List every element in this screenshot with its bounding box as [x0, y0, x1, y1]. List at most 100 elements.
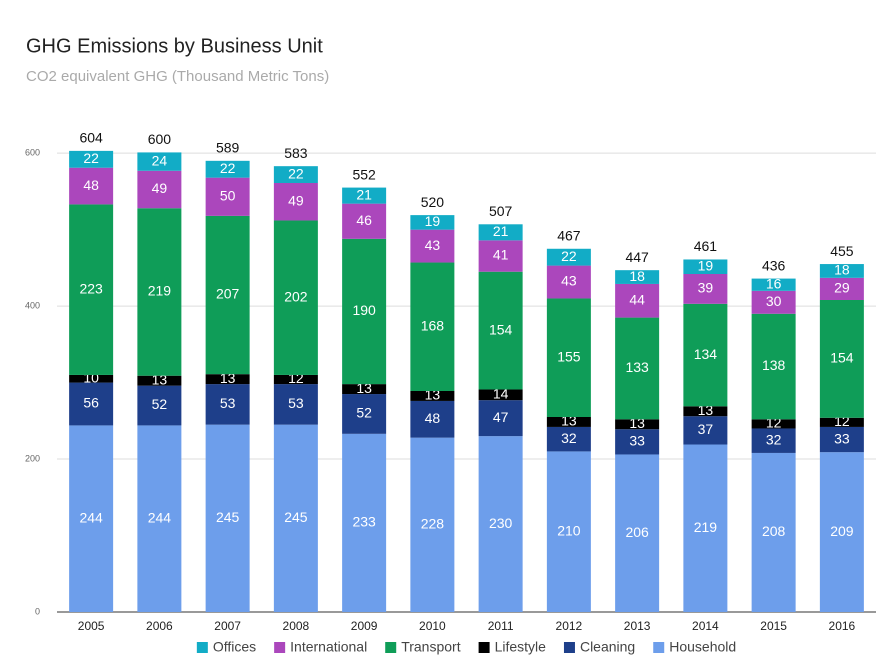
bar-segment — [410, 391, 455, 401]
bar-segment — [478, 389, 523, 401]
data-label: 21 — [356, 186, 372, 202]
total-label: 455 — [830, 243, 854, 259]
data-label: 202 — [284, 288, 308, 304]
total-label: 461 — [694, 238, 718, 254]
bar-segment — [205, 177, 250, 216]
bar-segment — [683, 259, 728, 274]
x-tick-label: 2014 — [692, 619, 719, 633]
bar-segment — [137, 385, 182, 426]
legend-swatch — [478, 642, 490, 653]
data-label: 245 — [216, 509, 240, 525]
data-label: 29 — [834, 280, 850, 296]
bar-segment — [683, 416, 728, 445]
data-label: 53 — [288, 395, 304, 411]
data-label: 49 — [152, 180, 168, 196]
data-label: 223 — [79, 280, 103, 296]
bar-segment — [273, 166, 318, 183]
data-label: 18 — [629, 268, 645, 284]
bar-segment — [137, 375, 182, 386]
bar-segment — [683, 406, 728, 417]
chart-subtitle: CO2 equivalent GHG (Thousand Metric Tons… — [26, 68, 329, 85]
data-label: 233 — [352, 514, 376, 530]
bar-segment — [819, 277, 864, 300]
bar-segment — [478, 240, 523, 272]
bar-segment — [410, 400, 455, 438]
data-label: 43 — [561, 273, 577, 289]
data-label: 47 — [493, 409, 509, 425]
legend-label: Transport — [401, 639, 461, 655]
legend-swatch — [385, 642, 397, 653]
x-tick-label: 2016 — [829, 619, 856, 633]
bar-segment — [751, 313, 796, 420]
data-label: 22 — [220, 160, 236, 176]
data-label: 22 — [561, 248, 577, 264]
bar-segment — [546, 426, 591, 452]
bar-segment — [683, 274, 728, 304]
bar-segment — [410, 437, 455, 612]
data-label: 228 — [421, 516, 445, 532]
data-label: 50 — [220, 187, 236, 203]
bar-segment — [546, 248, 591, 266]
legend-label: Lifestyle — [495, 639, 547, 655]
data-label: 56 — [83, 395, 99, 411]
x-tick-label: 2006 — [146, 619, 173, 633]
data-label: 245 — [284, 509, 308, 525]
x-tick-label: 2015 — [760, 619, 787, 633]
bar-segment — [342, 187, 387, 204]
data-label: 219 — [694, 519, 718, 535]
data-label: 21 — [493, 223, 509, 239]
bar-segment — [273, 384, 318, 425]
bar-segment — [205, 424, 250, 612]
bar-segment — [137, 208, 182, 376]
data-label: 33 — [834, 430, 850, 446]
data-label: 168 — [421, 317, 445, 333]
data-label: 16 — [766, 275, 782, 291]
x-tick-label: 2005 — [78, 619, 105, 633]
data-label: 219 — [148, 283, 172, 299]
bar-segment — [751, 419, 796, 429]
bar-segment — [273, 220, 318, 375]
bar-segment — [751, 452, 796, 612]
total-label: 467 — [557, 227, 581, 243]
bar-segment — [342, 238, 387, 385]
data-label: 19 — [698, 257, 714, 273]
data-label: 41 — [493, 247, 509, 263]
bar-segment — [751, 278, 796, 291]
bar-segment — [615, 317, 660, 420]
bar-segment — [546, 298, 591, 417]
bar-segment — [819, 426, 864, 453]
bar-segment — [205, 384, 250, 425]
bar-segment — [410, 215, 455, 230]
data-label: 19 — [425, 213, 441, 229]
bar-segment — [751, 290, 796, 314]
data-label: 207 — [216, 286, 240, 302]
bar-segment — [137, 170, 182, 209]
x-tick-label: 2011 — [488, 619, 514, 633]
total-label: 507 — [489, 203, 513, 219]
x-tick-label: 2010 — [419, 619, 446, 633]
legend-label: Cleaning — [580, 639, 635, 655]
data-label: 155 — [557, 348, 581, 364]
data-label: 18 — [834, 262, 850, 278]
bar-segment — [69, 167, 114, 205]
legend-swatch — [563, 642, 575, 653]
x-tick-label: 2013 — [624, 619, 651, 633]
bar-segment — [342, 394, 387, 434]
data-label: 230 — [489, 515, 513, 531]
data-label: 32 — [561, 430, 577, 446]
data-label: 138 — [762, 357, 786, 373]
bar-segment — [69, 150, 114, 168]
data-label: 210 — [557, 522, 581, 538]
data-label: 44 — [629, 291, 645, 307]
x-tick-label: 2012 — [556, 619, 583, 633]
data-label: 33 — [629, 433, 645, 449]
legend-swatch — [653, 642, 665, 653]
data-label: 22 — [83, 150, 99, 166]
total-label: 583 — [284, 145, 308, 161]
data-label: 209 — [830, 523, 854, 539]
bar-segment — [819, 300, 864, 418]
data-label: 154 — [830, 350, 854, 366]
bar-segment — [342, 203, 387, 239]
bar-segment — [478, 271, 523, 390]
